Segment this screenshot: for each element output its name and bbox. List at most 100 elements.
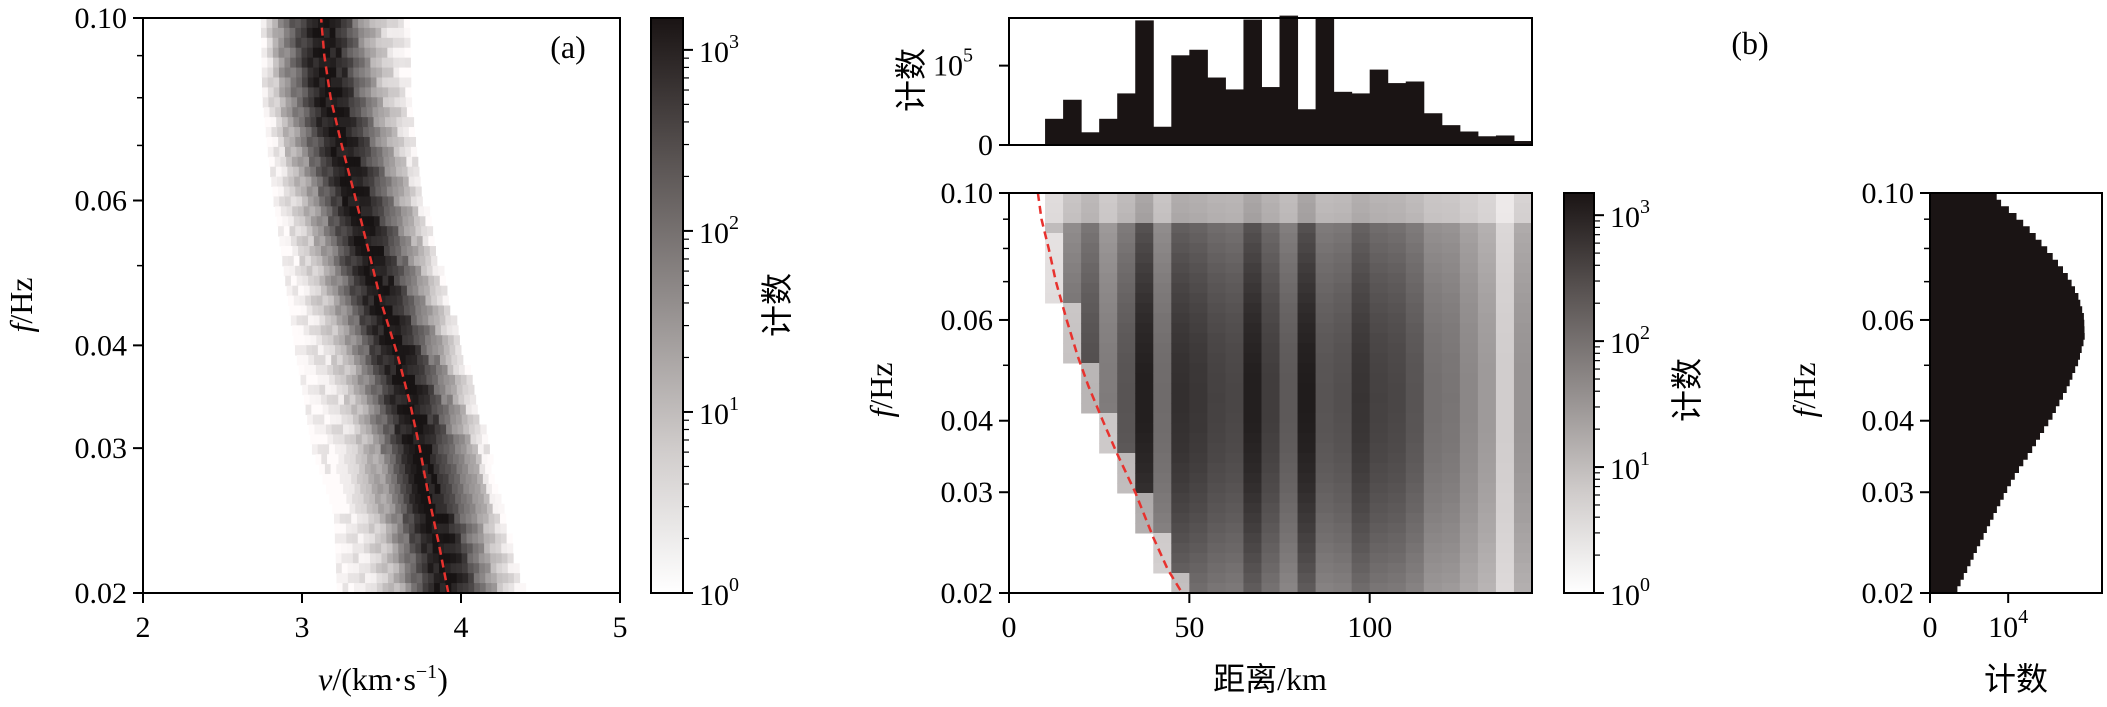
heatmap-cell	[1171, 243, 1190, 254]
heatmap-cell	[1153, 543, 1172, 554]
heatmap-cell	[1135, 413, 1154, 424]
heatmap-cell	[443, 523, 450, 535]
heatmap-cell	[479, 573, 486, 584]
heatmap-cell	[332, 246, 339, 257]
heatmap-cell	[324, 37, 331, 49]
heatmap-cell	[1315, 543, 1335, 554]
heatmap-cell	[444, 553, 451, 564]
heatmap-cell	[1207, 343, 1226, 354]
heatmap-cell	[1315, 313, 1335, 324]
heatmap-cell	[295, 136, 302, 148]
heatmap-cell	[1459, 393, 1479, 404]
heatmap-cell	[272, 186, 279, 197]
heatmap-cell	[312, 414, 320, 425]
heatmap-cell	[1171, 483, 1190, 494]
heatmap-cell	[279, 236, 286, 247]
heatmap-cell	[1495, 453, 1515, 464]
heatmap-cell	[1351, 583, 1371, 593]
heatmap-cell	[1099, 313, 1118, 324]
heatmap-cell	[278, 27, 285, 39]
heatmap-cell	[1171, 533, 1190, 544]
y-tick-label: 0.03	[75, 432, 128, 465]
heatmap-cell	[1153, 403, 1172, 414]
heatmap-cell	[366, 483, 373, 495]
histogram-bar	[1387, 83, 1407, 145]
heatmap-cell	[314, 156, 322, 168]
heatmap-cell	[349, 246, 356, 257]
heatmap-cell	[381, 27, 388, 39]
heatmap-cell	[276, 117, 283, 128]
heatmap-cell	[437, 523, 444, 535]
heatmap-cell	[325, 483, 333, 495]
heatmap-cell	[302, 315, 309, 326]
heatmap-cell	[350, 335, 357, 346]
histogram-bar	[1135, 20, 1154, 146]
heatmap-cell	[1369, 453, 1389, 464]
heatmap-cell	[366, 325, 373, 336]
heatmap-cell	[468, 384, 475, 396]
heatmap-cell	[348, 583, 355, 593]
heatmap-cell	[1099, 323, 1118, 334]
heatmap-cell	[1513, 483, 1532, 494]
heatmap-cell	[1153, 353, 1172, 364]
heatmap-cell	[1297, 233, 1317, 244]
heatmap-cell	[1189, 233, 1208, 244]
heatmap-cell	[329, 226, 336, 237]
heatmap-cell	[327, 364, 334, 376]
colorbar-tick-label: 100	[1610, 574, 1650, 612]
heatmap-cell	[383, 246, 391, 257]
heatmap-cell	[416, 275, 424, 287]
heatmap-cell	[466, 543, 474, 554]
heatmap-cell	[295, 37, 302, 49]
heatmap-cell	[1315, 583, 1335, 593]
heatmap-cell	[1297, 403, 1317, 414]
heatmap-cell	[416, 563, 423, 574]
heatmap-cell	[488, 474, 495, 485]
heatmap-cell	[324, 47, 331, 59]
heatmap-cell	[371, 583, 378, 593]
heatmap-cell	[443, 533, 450, 544]
heatmap-cell	[386, 136, 394, 148]
heatmap-cell	[1099, 293, 1118, 304]
heatmap-cell	[1315, 413, 1335, 424]
heatmap-cell	[484, 553, 491, 564]
heatmap-cell	[380, 533, 387, 544]
heatmap-cell	[367, 335, 375, 346]
heatmap-cell	[399, 196, 406, 207]
heatmap-cell	[441, 394, 448, 406]
y-tick-label: 0.04	[75, 329, 128, 362]
heatmap-cell	[1333, 393, 1353, 404]
heatmap-cell	[294, 176, 301, 188]
heatmap-cell	[477, 513, 484, 525]
heatmap-cell	[385, 176, 393, 188]
heatmap-cell	[323, 305, 331, 316]
heatmap-cell	[1099, 403, 1118, 414]
heatmap-cell	[399, 464, 406, 475]
heatmap-cell	[1423, 353, 1443, 364]
heatmap-cell	[1351, 563, 1371, 574]
heatmap-cell	[1387, 583, 1407, 593]
heatmap-cell	[1315, 483, 1335, 494]
heatmap-cell	[370, 315, 378, 326]
heatmap-cell	[1135, 423, 1154, 434]
heatmap-cell	[1207, 363, 1226, 374]
heatmap-cell	[1477, 203, 1497, 214]
heatmap-cell	[393, 196, 400, 207]
heatmap-cell	[365, 275, 372, 287]
heatmap-cell	[1495, 283, 1515, 294]
heatmap-cell	[455, 345, 462, 356]
heatmap-cell	[308, 275, 315, 287]
heatmap-cell	[1405, 213, 1425, 224]
heatmap-cell	[431, 255, 438, 267]
heatmap-cell	[298, 166, 306, 178]
heatmap-cell	[1045, 243, 1064, 254]
heatmap-cell	[420, 533, 427, 544]
heatmap-cell	[407, 117, 415, 128]
heatmap-cell	[434, 275, 441, 287]
heatmap-cell	[1261, 493, 1281, 504]
heatmap-cell	[1189, 253, 1208, 264]
heatmap-cell	[405, 87, 412, 98]
heatmap-cell	[328, 404, 335, 416]
heatmap-cell	[1117, 263, 1136, 274]
heatmap-cell	[501, 553, 508, 564]
